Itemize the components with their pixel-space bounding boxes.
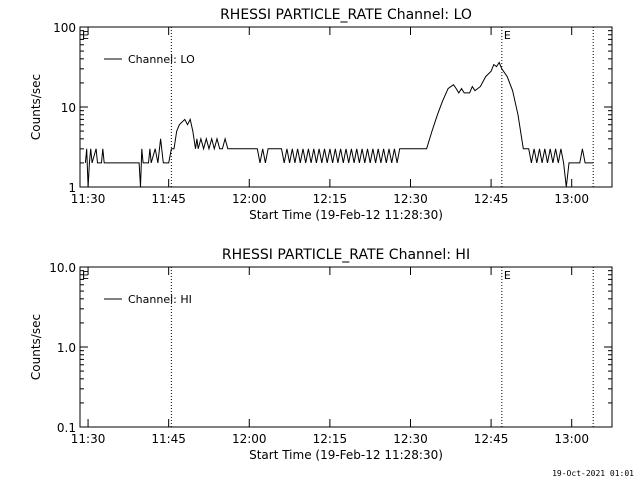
y-axis-label: Counts/sec [29,314,43,380]
x-tick-label: 12:15 [313,432,348,446]
plot-frame [79,26,613,188]
x-tick-label: 11:45 [151,432,186,446]
legend-entry: Channel: HI [128,293,192,306]
event-label: E [82,269,89,282]
x-tick-label: 12:45 [474,192,509,206]
y-axis-label: Counts/sec [29,74,43,140]
event-label: E [504,269,511,282]
x-tick-label: 12:00 [232,432,267,446]
x-tick-label: 11:30 [71,432,106,446]
x-axis-label: Start Time (19-Feb-12 11:28:30) [249,448,443,462]
x-tick-label: 13:00 [554,192,589,206]
y-tick-label: 1.0 [57,341,76,355]
y-tick-label: 10.0 [49,261,76,275]
y-tick-label: 1 [68,181,76,195]
plot-timestamp: 19-Oct-2021 01:01 [552,469,634,478]
chart-title: RHESSI PARTICLE_RATE Channel: HI [222,247,470,263]
x-tick-label: 12:45 [474,432,509,446]
plot-frame [79,266,613,428]
chart-title: RHESSI PARTICLE_RATE Channel: LO [220,7,472,23]
x-tick-label: 11:45 [151,192,186,206]
x-tick-label: 12:30 [393,192,428,206]
x-tick-label: 11:30 [71,192,106,206]
series-line [84,61,594,188]
x-axis-label: Start Time (19-Feb-12 11:28:30) [249,208,443,222]
x-tick-label: 12:00 [232,192,267,206]
x-tick-label: 12:15 [313,192,348,206]
y-tick-label: 0.1 [57,421,76,435]
legend-entry: Channel: LO [128,53,195,66]
x-tick-label: 13:00 [554,432,589,446]
y-tick-label: 10 [61,101,76,115]
event-label: E [82,29,89,42]
y-tick-label: 100 [53,21,76,35]
x-tick-label: 12:30 [393,432,428,446]
event-label: E [504,29,511,42]
